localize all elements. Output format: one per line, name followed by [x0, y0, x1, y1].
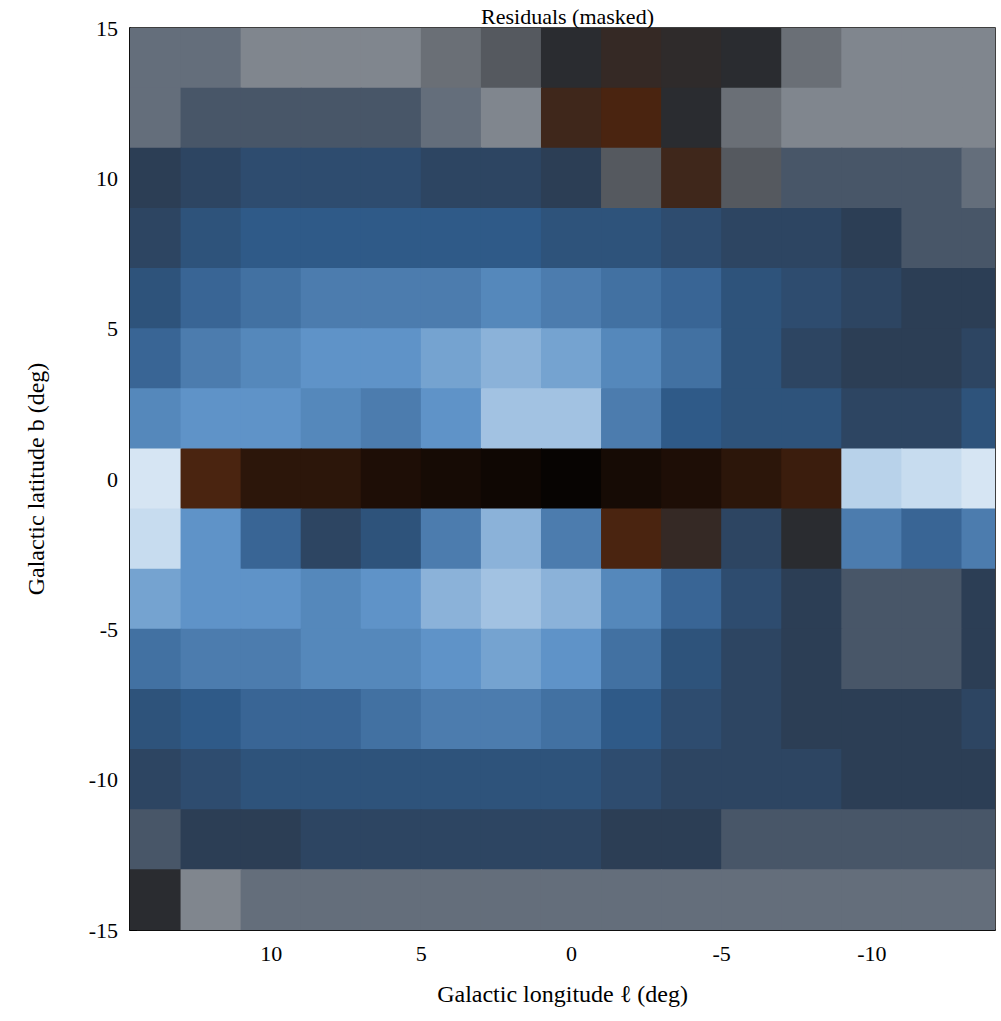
- svg-text:Residuals (masked): Residuals (masked): [481, 4, 654, 29]
- svg-text:5: 5: [107, 316, 118, 341]
- svg-text:0: 0: [107, 467, 118, 492]
- svg-text:Galactic longitude ℓ (deg): Galactic longitude ℓ (deg): [437, 981, 688, 1007]
- svg-text:15: 15: [96, 16, 118, 41]
- svg-text:10: 10: [260, 941, 282, 966]
- svg-text:5: 5: [416, 941, 427, 966]
- svg-text:Galactic latitude b (deg): Galactic latitude b (deg): [23, 363, 49, 596]
- svg-text:-5: -5: [100, 617, 118, 642]
- svg-text:-10: -10: [89, 767, 118, 792]
- svg-text:0: 0: [566, 941, 577, 966]
- svg-text:-5: -5: [713, 941, 731, 966]
- svg-text:10: 10: [96, 166, 118, 191]
- svg-text:-10: -10: [857, 941, 886, 966]
- svg-text:-15: -15: [89, 918, 118, 943]
